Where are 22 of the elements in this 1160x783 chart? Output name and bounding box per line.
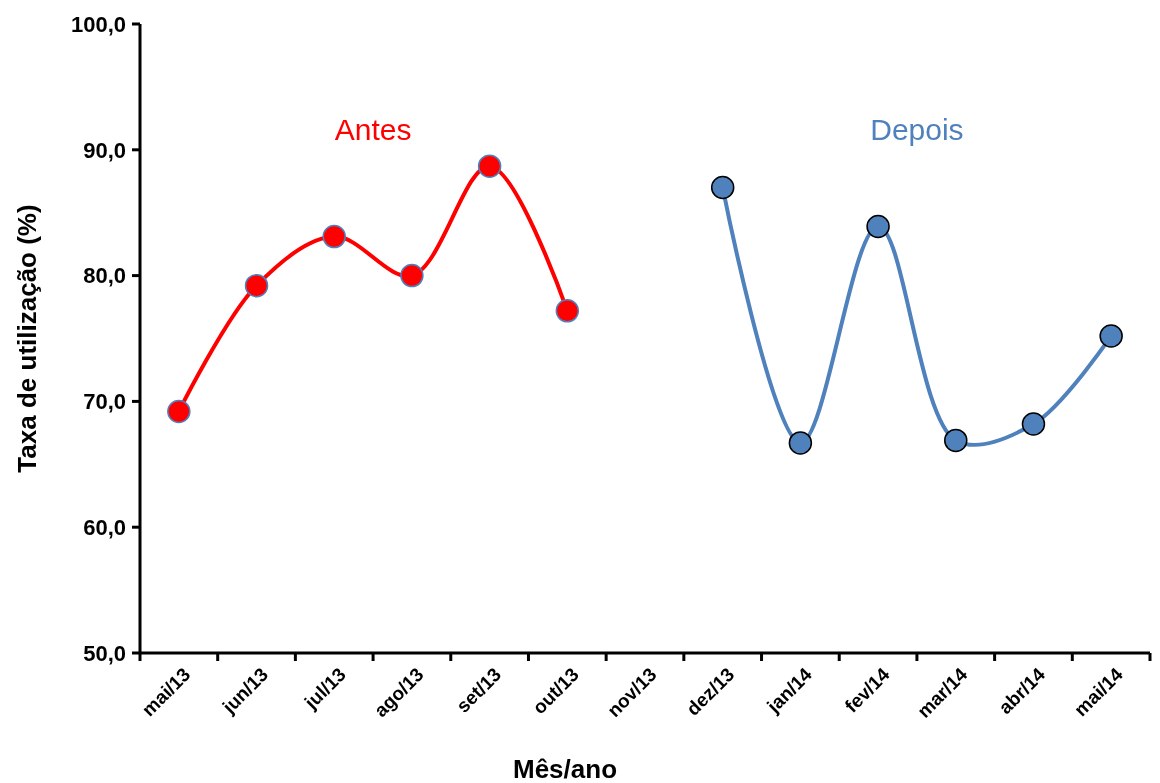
point — [477, 154, 502, 178]
point — [244, 273, 269, 298]
y-tick-label: 100,0 — [70, 11, 126, 37]
point — [167, 399, 191, 424]
point — [1099, 324, 1123, 348]
y-tick-label: 50,0 — [83, 640, 126, 666]
text: Depois — [870, 113, 964, 146]
x-axis-title: Mês/ano — [512, 754, 618, 783]
y-tick-label: 80,0 — [83, 263, 126, 289]
point — [400, 263, 424, 288]
y-tick-label: 60,0 — [83, 514, 126, 540]
y-tick-label: 90,0 — [83, 137, 126, 163]
y-tick-label: 70,0 — [83, 389, 126, 415]
y-axis-title: Taxa de utilização (%) — [12, 204, 42, 473]
point — [866, 214, 890, 239]
point — [1021, 412, 1046, 436]
point — [944, 428, 968, 453]
point — [555, 299, 580, 323]
point — [710, 175, 735, 200]
text: Antes — [334, 113, 412, 146]
point — [788, 431, 813, 455]
point — [322, 224, 346, 249]
